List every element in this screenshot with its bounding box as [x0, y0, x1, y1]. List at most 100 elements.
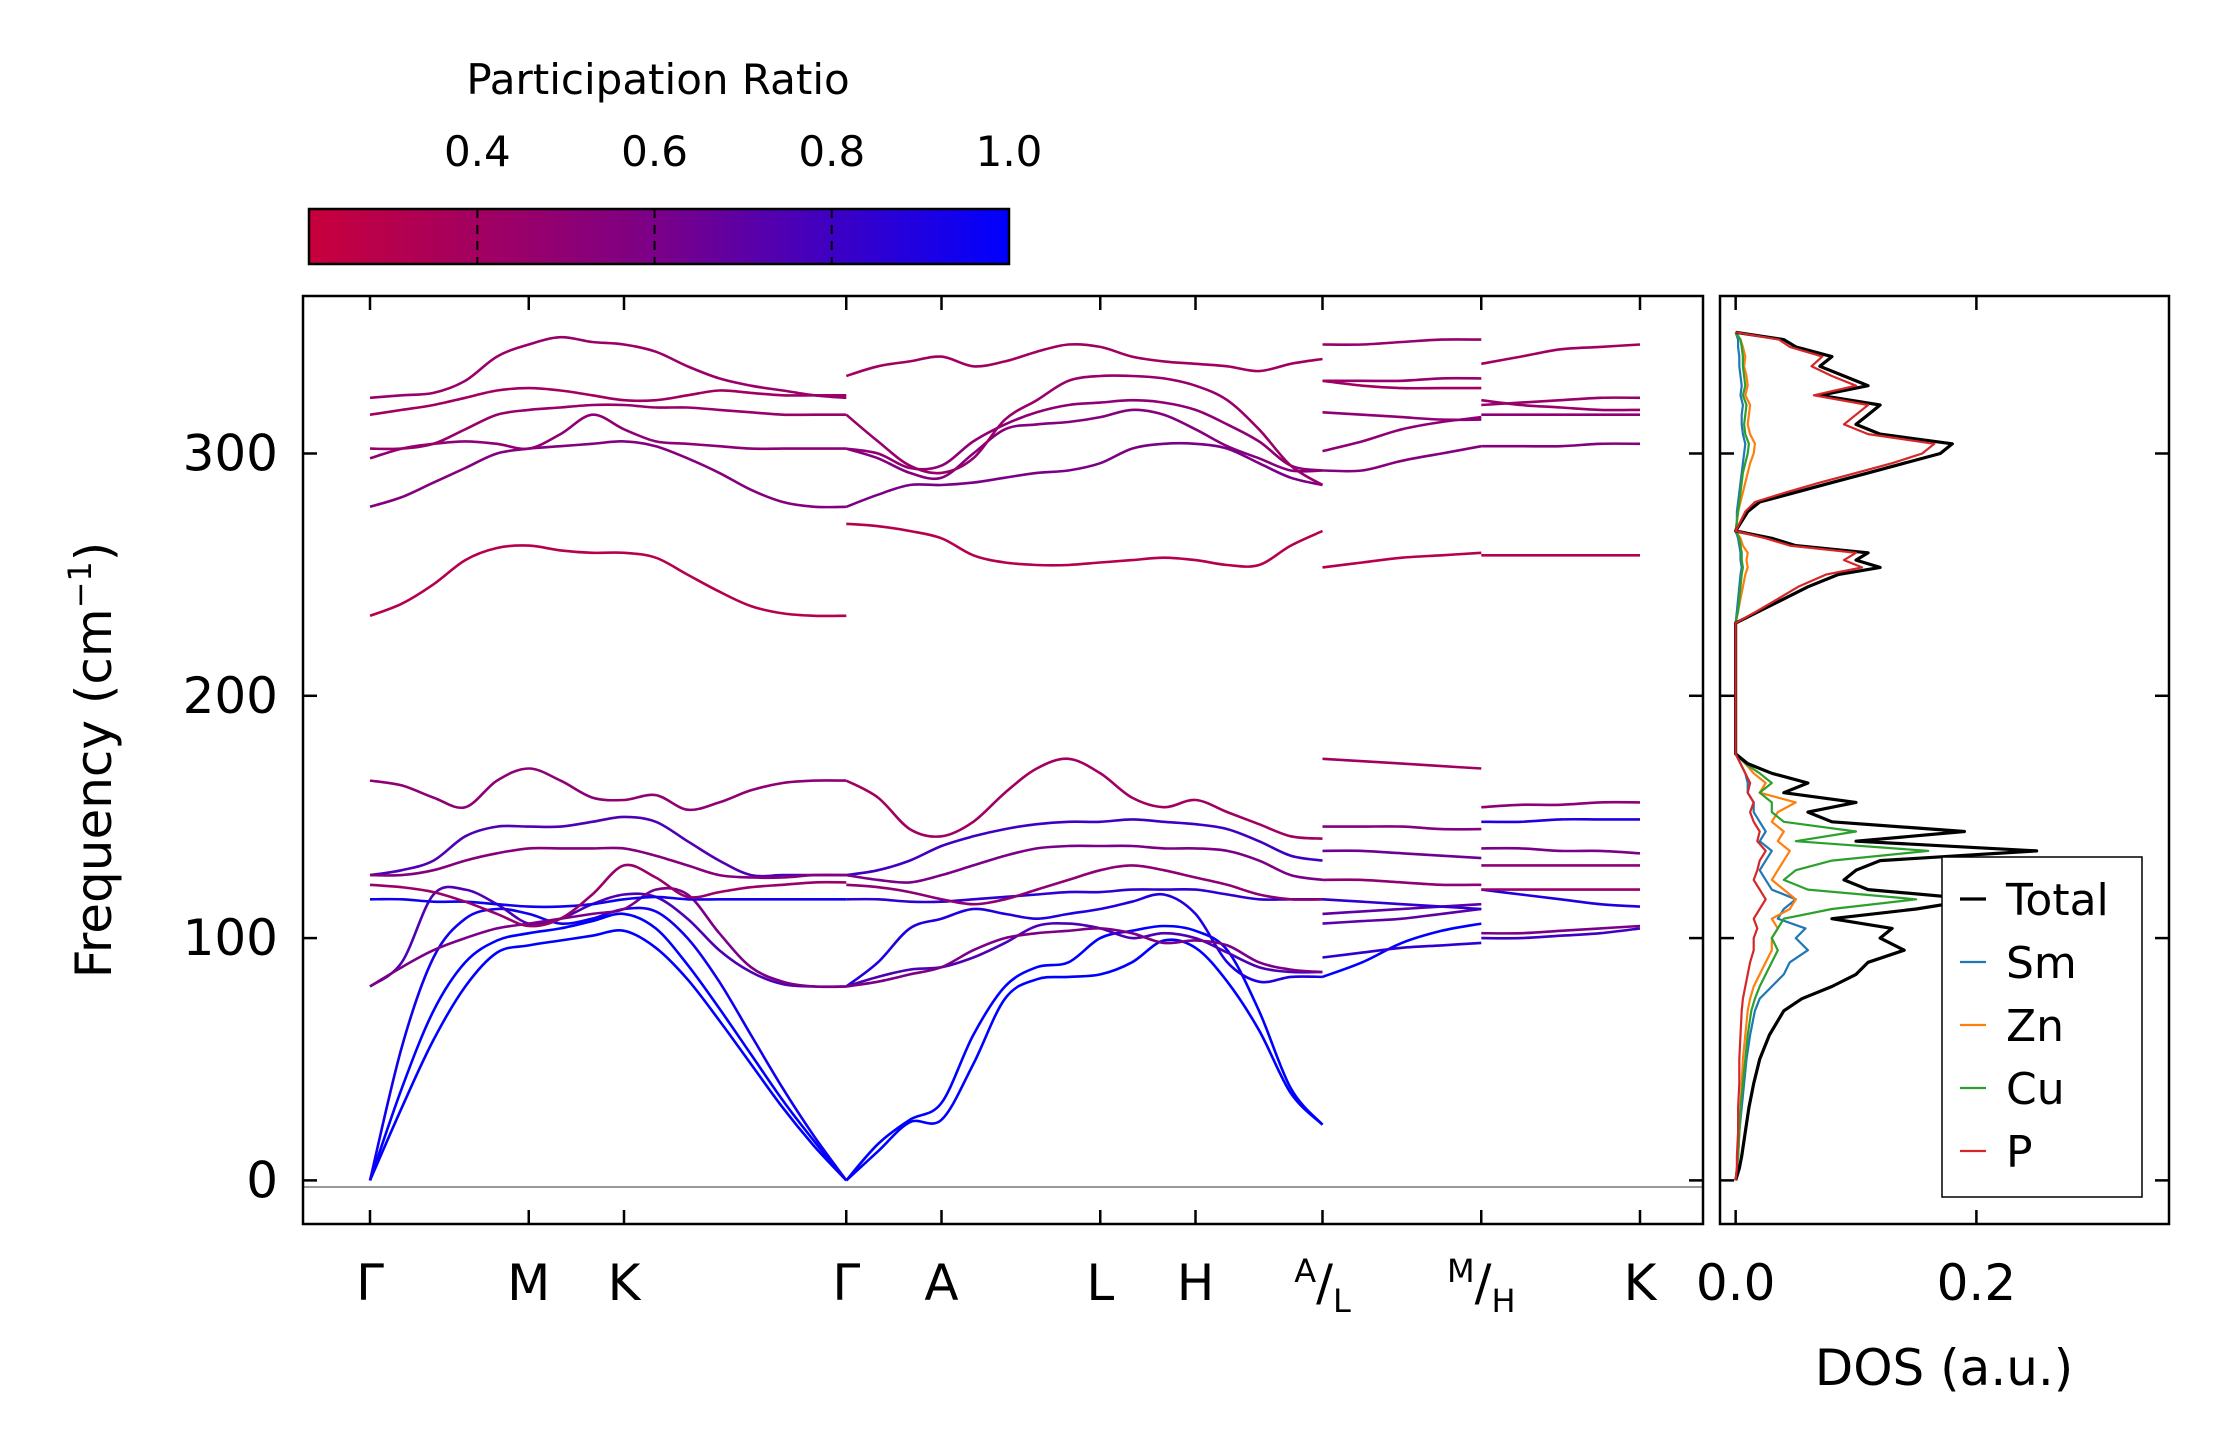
band-line [845, 938, 1324, 1182]
dos-lines [1733, 330, 2039, 1181]
legend-label: P [2006, 1127, 2033, 1178]
band-line [846, 927, 1323, 988]
y-axis-title-exponent: −1 [61, 561, 99, 608]
colorbar-tick-labels: 0.4 0.6 0.8 1.0 [444, 127, 1042, 176]
band-line [846, 522, 1324, 568]
band-line [845, 924, 1324, 1182]
band-line [845, 408, 1323, 481]
band-line [369, 895, 847, 909]
label-sub: L [1333, 1282, 1351, 1320]
band-line [1322, 757, 1482, 770]
band-line [1322, 941, 1482, 959]
y-tick-label: 100 [183, 909, 278, 967]
high-symmetry-labels: Γ M K Γ A L H A/LM/H K [356, 1252, 1658, 1320]
label-sup: M [1447, 1252, 1475, 1290]
band-lines [368, 335, 1641, 1182]
dos-line-cu [1734, 331, 1930, 1181]
dos-axes-frame [1718, 294, 2171, 1226]
legend-label: Cu [2006, 1064, 2065, 1115]
legend-label: Total [2005, 875, 2109, 926]
band-line [1322, 379, 1482, 390]
colorbar-tick-label: 0.8 [798, 127, 865, 176]
band-line [1322, 902, 1482, 916]
colorbar-label: Participation Ratio [466, 55, 849, 104]
high-symmetry-label: L [1086, 1254, 1114, 1312]
legend-items: Total Sm Zn Cu P [1960, 875, 2109, 1178]
colorbar-tick-label: 1.0 [976, 127, 1043, 176]
band-axes-frame [301, 294, 1705, 1226]
high-symmetry-label: H [1177, 1254, 1215, 1312]
label-main: / [1475, 1254, 1492, 1312]
band-line [845, 441, 1323, 509]
band-line [1322, 551, 1482, 569]
band-line [1481, 846, 1641, 855]
band-line [1481, 800, 1641, 809]
band-line [846, 887, 1323, 904]
legend-label: Sm [2006, 938, 2077, 989]
high-symmetry-label: Γ [832, 1254, 860, 1312]
band-line [1322, 338, 1482, 346]
band-line [1481, 442, 1641, 448]
band-line [845, 374, 1324, 487]
band-line [845, 757, 1323, 840]
band-line [369, 886, 847, 989]
band-line [846, 398, 1323, 472]
y-tick-label: 0 [246, 1151, 278, 1209]
y-axis-title-main: Frequency (cm [65, 608, 123, 978]
band-line [1322, 411, 1482, 422]
label-sup: A [1294, 1252, 1316, 1290]
band-line [1322, 849, 1482, 860]
high-symmetry-label: K [608, 1254, 642, 1312]
high-symmetry-label: Γ [356, 1254, 384, 1312]
legend-label: Zn [2006, 1001, 2064, 1052]
band-line [369, 815, 847, 878]
y-tick-label: 200 [183, 667, 278, 725]
band-y-axis-title: Frequency (cm−1) [61, 542, 123, 979]
path-separators [368, 296, 1642, 1224]
band-line [846, 864, 1323, 906]
high-symmetry-label: M/H [1447, 1252, 1516, 1320]
band-line [1322, 898, 1482, 911]
colorbar-tick-label: 0.6 [621, 127, 688, 176]
band-line [1322, 444, 1482, 473]
band-line [1322, 415, 1482, 453]
dos-line-p [1734, 331, 1936, 1181]
dos-ticks: 0.0 0.2 [1696, 296, 2169, 1312]
band-line [369, 544, 847, 618]
band-line [1322, 878, 1482, 887]
band-line [1322, 825, 1482, 831]
band-line [1481, 817, 1640, 824]
band-line [1481, 927, 1641, 940]
legend-box [1941, 856, 2143, 1198]
band-y-ticks: 0 100 200 300 [183, 424, 1703, 1209]
band-line [368, 912, 848, 1182]
legend: Total Sm Zn Cu P [1941, 856, 2143, 1198]
band-line [369, 767, 847, 812]
dos-x-tick-label: 0.0 [1696, 1254, 1776, 1312]
high-symmetry-label: A/L [1294, 1252, 1351, 1320]
band-line [845, 892, 1323, 988]
dos-panel: 0.0 0.2 DOS (a.u.) Total Sm Zn Cu P [1696, 294, 2171, 1397]
colorbar-tick-label: 0.4 [444, 127, 511, 176]
band-line [369, 440, 847, 509]
y-axis-title-close: ) [65, 542, 123, 562]
band-line [846, 818, 1323, 877]
high-symmetry-label: M [507, 1254, 550, 1312]
band-line [846, 844, 1323, 884]
band-line [369, 863, 847, 928]
band-line [1322, 907, 1482, 925]
colorbar-gradient [307, 207, 1011, 266]
band-line [1481, 398, 1641, 412]
band-line [1481, 343, 1641, 366]
band-line [1481, 888, 1641, 908]
band-line [369, 846, 847, 880]
dos-line-zn [1734, 331, 1797, 1181]
band-line [368, 906, 848, 1182]
band-line [369, 335, 847, 400]
label-main: / [1316, 1254, 1333, 1312]
band-line [369, 403, 847, 451]
colorbar: Participation Ratio 0.4 0.6 0.8 1.0 [307, 55, 1042, 266]
band-line [1481, 924, 1641, 935]
